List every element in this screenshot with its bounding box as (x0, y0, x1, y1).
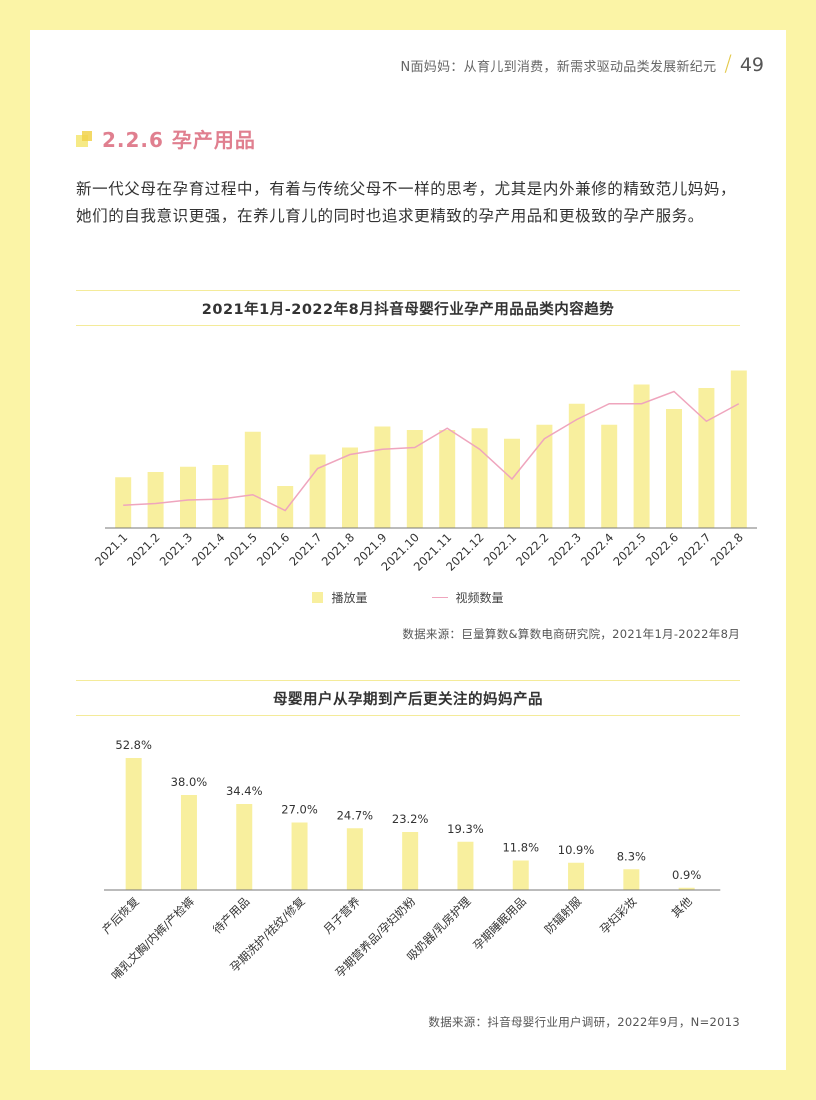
value-label: 52.8% (115, 738, 152, 752)
bar-孕妇彩妆 (623, 869, 640, 890)
x-tick-label: 孕期睡眠用品 (470, 894, 529, 953)
x-tick-label: 月子营养 (321, 894, 364, 937)
bar-2021.11 (439, 430, 456, 528)
page-number: 49 (739, 54, 764, 76)
bar-孕期洗护/祛纹/修复 (291, 822, 308, 890)
x-tick-label: 2021.1 (92, 530, 130, 568)
x-tick-label: 2021.2 (124, 530, 162, 568)
section-title: 2.2.6 孕产用品 (102, 128, 256, 152)
chart1-title: 2021年1月-2022年8月抖音母婴行业孕产用品品类内容趋势 (76, 290, 740, 326)
bar-2021.6 (277, 486, 294, 528)
chart1-source: 数据来源：巨量算数&算数电商研究院，2021年1月-2022年8月 (402, 627, 740, 641)
bar-2021.10 (406, 430, 423, 528)
x-tick-label: 2021.6 (254, 530, 292, 568)
chart1-legend: 播放量 视频数量 (30, 589, 786, 606)
bar-2022.2 (536, 424, 553, 528)
bar-2021.3 (180, 466, 196, 528)
bar-防辐射服 (568, 862, 585, 890)
bar-2022.7 (698, 388, 715, 528)
legend-item-videos: 视频数量 (431, 589, 504, 606)
value-label: 19.3% (447, 822, 484, 836)
video-count-line (123, 390, 740, 512)
x-tick-label: 2021.7 (286, 530, 324, 568)
value-label: 34.4% (226, 784, 263, 798)
bar-2021.8 (342, 447, 358, 528)
value-label: 24.7% (337, 808, 374, 822)
x-tick-label: 2022.4 (578, 530, 616, 568)
line-swatch-icon (431, 597, 448, 598)
bar-2021.2 (147, 472, 164, 528)
bar-2022.1 (504, 438, 520, 528)
value-label: 8.3% (617, 849, 646, 863)
bar-哺乳文胸/内裤/产检裤 (180, 795, 197, 890)
bar-2022.3 (568, 403, 585, 528)
x-tick-label: 2022.2 (513, 530, 551, 568)
legend-label-videos: 视频数量 (455, 591, 504, 605)
x-tick-label: 其他 (669, 894, 696, 921)
bar-月子营养 (346, 828, 363, 890)
report-page: N面妈妈：从育儿到消费，新需求驱动品类发展新纪元 / 49 2.2.6 孕产用品… (30, 30, 786, 1070)
value-label: 10.9% (558, 843, 595, 857)
bar-产后恢复 (125, 758, 142, 890)
x-tick-label: 2022.1 (481, 530, 519, 568)
chart2-title: 母婴用户从孕期到产后更关注的妈妈产品 (76, 680, 740, 716)
x-tick-label: 2022.8 (708, 530, 746, 568)
bar-2022.4 (601, 424, 618, 528)
x-tick-label: 孕妇彩妆 (597, 894, 640, 937)
x-tick-label: 2022.3 (546, 530, 584, 568)
value-label: 0.9% (672, 868, 701, 882)
bar-2021.5 (244, 431, 261, 528)
bar-2021.9 (374, 426, 391, 528)
value-label: 27.0% (281, 803, 318, 817)
x-tick-label: 产后恢复 (99, 894, 142, 937)
x-tick-label: 2022.5 (610, 530, 648, 568)
legend-label-plays: 播放量 (331, 591, 368, 605)
focus-products-chart: 52.8% 38.0% 34.4% 27.0% 24.7% 23.2% 19.3% 11.8%… (99, 738, 721, 983)
x-tick-label: 待产用品 (210, 894, 252, 936)
trend-chart: 2021.12021.22021.32021.42021.52021.62021… (92, 370, 757, 574)
bar-2022.5 (633, 384, 650, 528)
bar-2021.4 (212, 465, 229, 528)
header-title: N面妈妈：从育儿到消费，新需求驱动品类发展新纪元 (400, 59, 717, 75)
bar-swatch-icon (312, 592, 324, 603)
bar-待产用品 (236, 804, 253, 890)
square-bullet-icon (76, 130, 92, 147)
value-label: 23.2% (392, 812, 429, 826)
x-tick-label: 2022.7 (675, 530, 713, 568)
chart2-source: 数据来源：抖音母婴行业用户调研，2022年9月，N=2013 (428, 1015, 740, 1029)
bar-其他 (678, 887, 695, 890)
section-heading: 2.2.6 孕产用品 (76, 124, 256, 153)
bar-2022.8 (730, 370, 747, 528)
value-label: 38.0% (171, 775, 208, 789)
bar-2021.1 (115, 477, 132, 528)
page-header: N面妈妈：从育儿到消费，新需求驱动品类发展新纪元 / 49 (400, 52, 764, 77)
x-tick-label: 2021.4 (189, 530, 227, 568)
value-label: 11.8% (502, 841, 539, 855)
x-tick-label: 2021.8 (319, 530, 357, 568)
legend-item-plays: 播放量 (312, 589, 368, 606)
x-tick-label: 2021.5 (222, 530, 260, 568)
bar-2022.6 (666, 409, 682, 528)
bar-孕期营养品/孕妇奶粉 (402, 832, 419, 890)
bar-吸奶器/乳房护理 (457, 841, 474, 890)
bar-孕期睡眠用品 (512, 860, 529, 890)
bar-2021.12 (471, 428, 488, 528)
x-tick-label: 2021.3 (157, 530, 195, 568)
body-paragraph: 新一代父母在孕育过程中，有着与传统父母不一样的思考，尤其是内外兼修的精致范儿妈妈… (76, 180, 737, 225)
x-tick-label: 防辐射服 (542, 894, 585, 937)
x-tick-label: 2022.6 (643, 530, 681, 568)
header-divider: / (724, 52, 732, 77)
